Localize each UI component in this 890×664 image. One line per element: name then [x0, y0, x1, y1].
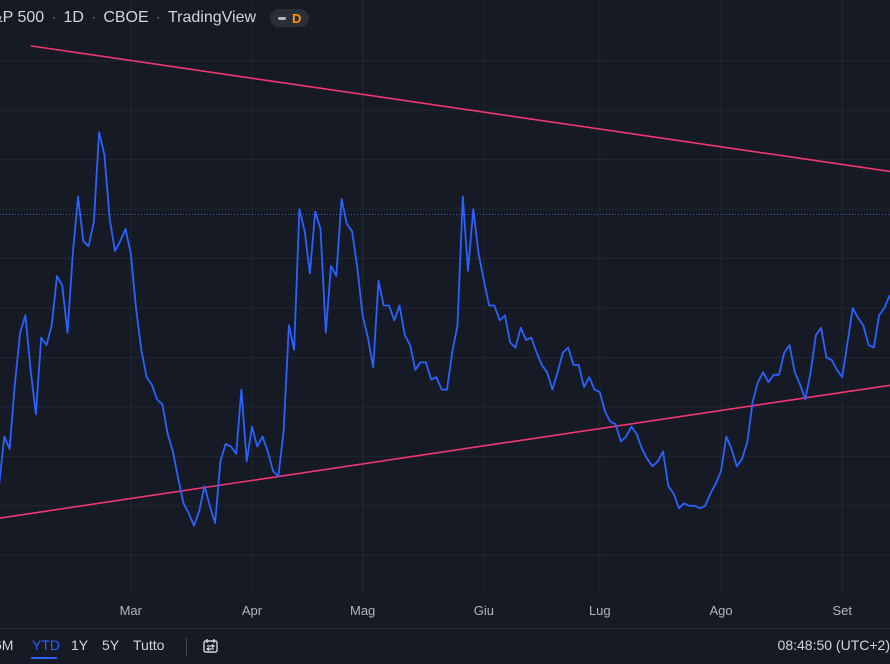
range-button-6m[interactable]: 6M — [0, 637, 14, 653]
x-tick-label: Giu — [474, 603, 494, 618]
footer-divider — [0, 628, 890, 629]
trendline-lower[interactable] — [0, 382, 890, 519]
trendlines[interactable] — [0, 45, 890, 519]
trendline-upper[interactable] — [30, 45, 890, 175]
x-tick-label: Ago — [709, 603, 732, 618]
chart-plot-area[interactable]: Mar Apr Mag Giu Lug Ago Set — [0, 0, 890, 628]
header-separator: · — [51, 9, 57, 26]
range-button-5y[interactable]: 5Y — [102, 637, 120, 653]
footer-separator — [186, 638, 187, 656]
minus-icon — [278, 16, 287, 20]
series-line[interactable] — [0, 131, 890, 527]
source-label: TradingView — [167, 9, 257, 26]
header-separator: · — [155, 9, 161, 26]
chart-footer: 6M YTD 1Y 5Y Tutto 08:48:50 (UTC+2) — [0, 628, 890, 664]
status-letter: D — [292, 10, 302, 26]
x-tick-label: Mag — [350, 603, 375, 618]
chart-header: &P 500 · 1D · CBOE · TradingView D — [0, 0, 890, 36]
x-tick-label: Apr — [242, 603, 263, 618]
interval-label[interactable]: 1D — [63, 9, 84, 26]
header-separator: · — [90, 9, 97, 26]
timezone-clock[interactable]: 08:48:50 (UTC+2) — [777, 637, 890, 653]
series-layer — [0, 131, 890, 527]
active-range-indicator — [31, 657, 57, 659]
exchange-label: CBOE — [103, 9, 149, 26]
compare-icon[interactable] — [202, 637, 220, 655]
x-tick-label: Mar — [120, 603, 143, 618]
market-status-badge[interactable]: D — [270, 9, 310, 27]
range-button-1y[interactable]: 1Y — [71, 637, 89, 653]
symbol-name[interactable]: &P 500 — [0, 9, 45, 26]
x-tick-label: Lug — [589, 603, 611, 618]
range-button-all[interactable]: Tutto — [133, 637, 165, 653]
x-tick-label: Set — [832, 603, 852, 618]
x-axis: Mar Apr Mag Giu Lug Ago Set — [120, 603, 853, 618]
range-button-ytd[interactable]: YTD — [32, 637, 60, 653]
grid-lines — [0, 0, 890, 592]
